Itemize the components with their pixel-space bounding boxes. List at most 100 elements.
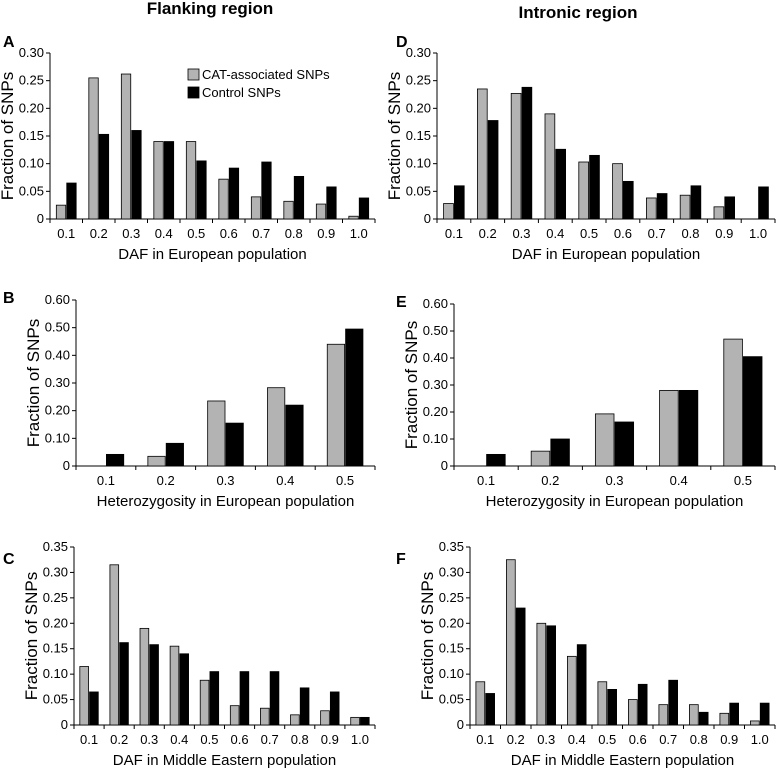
legend-swatch-cat [187, 68, 200, 81]
control-bar-f [637, 683, 648, 726]
y-tick-label-f: 0.35 [439, 539, 464, 554]
y-tick-label-e: 0 [441, 458, 448, 473]
cat-bar-e [594, 413, 615, 467]
control-bar-a [228, 167, 240, 220]
y-tick-label-c: 0.05 [43, 692, 68, 707]
control-bar-d [758, 186, 769, 220]
control-bar-e [678, 389, 699, 467]
y-tick-label-f: 0.30 [439, 564, 464, 579]
y-tick-label-d: 0.30 [406, 45, 431, 60]
cat-bar-e [659, 389, 679, 467]
cat-bar-a [55, 204, 67, 220]
control-bar-b [225, 422, 244, 467]
control-bar-c [360, 716, 370, 726]
y-tick-label-f: 0 [457, 717, 464, 732]
control-bar-e [614, 421, 635, 467]
y-tick-label-c: 0.30 [43, 564, 68, 579]
panel-b: B Fraction of SNPs 0 0.10 0.20 0.30 0.40 0.50 0.… [3, 290, 376, 510]
x-tick-label-a: 1.0 [350, 226, 368, 241]
control-bar-a [163, 141, 175, 220]
y-tick-label-d: 0.10 [406, 156, 431, 171]
cat-bar-f [658, 704, 669, 726]
x-tick-label-a: 0.2 [90, 226, 108, 241]
x-tick-label-c: 0.5 [200, 732, 218, 747]
control-bar-a [196, 160, 207, 220]
cat-bar-f [567, 655, 577, 726]
x-axis-label-d: DAF in European population [512, 246, 700, 263]
y-tick-label-f: 0.05 [439, 692, 464, 707]
cat-bar-d [510, 92, 522, 220]
y-tick-label-e: 0.10 [423, 431, 448, 446]
y-tick-label-e: 0.60 [423, 296, 448, 311]
control-bar-d [521, 86, 533, 220]
panel-d: D Fraction of SNPs 0 0.05 0.10 0.15 0.20 0.25 0.… [385, 34, 776, 263]
panel-a: A Fraction of SNPs 0 0.05 0.10 0.15 0.20 0.25 0.… [0, 34, 376, 263]
x-tick-label-a: 0.6 [220, 226, 238, 241]
y-tick-label-f: 0.20 [439, 615, 464, 630]
x-tick-label-f: 1.0 [751, 732, 769, 747]
x-tick-label-e: 0.2 [541, 473, 559, 488]
y-tick-label-a: 0.20 [19, 100, 44, 115]
y-tick-label-a: 0.25 [19, 73, 44, 88]
y-axis-label-e: Fraction of SNPs [402, 321, 421, 450]
cat-bar-c [290, 714, 300, 726]
cat-bar-d [645, 197, 657, 220]
cat-bar-c [79, 666, 89, 726]
cat-bar-f [597, 681, 608, 726]
x-tick-label-a: 0.3 [122, 226, 140, 241]
x-tick-label-f: 0.6 [629, 732, 647, 747]
y-tick-label-c: 0.20 [43, 615, 68, 630]
cat-bar-a [283, 200, 294, 220]
y-tick-label-a: 0.15 [19, 128, 44, 143]
column-title-flanking: Flanking region [147, 0, 274, 18]
control-bar-a [326, 186, 337, 220]
column-title-intronic: Intronic region [519, 3, 638, 22]
cat-bar-b [326, 343, 345, 467]
x-axis-label-c: DAF in Middle Eastern population [113, 752, 336, 769]
panel-letter-b: B [3, 290, 15, 307]
cat-bar-d [612, 163, 623, 220]
control-bar-b [285, 404, 304, 467]
control-bar-d [690, 185, 702, 220]
x-tick-label-c: 0.4 [170, 732, 188, 747]
x-tick-label-c: 0.2 [110, 732, 128, 747]
x-tick-label-c: 0.6 [231, 732, 249, 747]
x-tick-label-d: 0.4 [546, 226, 564, 241]
control-bar-a [131, 130, 142, 220]
y-tick-label-a: 0.10 [19, 156, 44, 171]
y-tick-label-f: 0.25 [439, 590, 464, 605]
cat-bar-a [88, 77, 99, 220]
cat-bar-a [120, 73, 132, 220]
cat-bar-c [139, 627, 150, 726]
panel-c: C Fraction of SNPs 0 0.05 0.10 0.15 0.20 0.25 0.… [3, 539, 376, 769]
x-tick-label-e: 0.3 [605, 473, 623, 488]
control-bar-f [668, 679, 678, 726]
control-bar-c [89, 691, 99, 726]
cat-bar-e [723, 338, 743, 467]
x-axis-label-f: DAF in Middle Eastern population [511, 752, 734, 769]
y-tick-label-d: 0.15 [406, 128, 431, 143]
x-tick-label-a: 0.1 [57, 226, 75, 241]
control-bar-f [576, 644, 587, 726]
y-tick-label-b: 0.60 [45, 292, 70, 307]
cat-bar-c [350, 716, 360, 726]
control-bar-f [546, 625, 556, 726]
x-tick-label-d: 0.3 [512, 226, 530, 241]
y-axis-label-b: Fraction of SNPs [24, 319, 43, 448]
cat-bar-f [750, 720, 760, 726]
y-tick-label-d: 0.20 [406, 100, 431, 115]
y-tick-label-c: 0.15 [43, 641, 68, 656]
x-tick-label-a: 0.7 [252, 226, 270, 241]
cat-bar-d [544, 113, 556, 220]
control-bar-a [261, 161, 272, 220]
control-bar-c [329, 691, 340, 726]
x-tick-label-c: 0.8 [291, 732, 309, 747]
x-tick-label-f: 0.5 [598, 732, 616, 747]
x-tick-label-d: 0.6 [614, 226, 632, 241]
control-bar-c [239, 671, 250, 726]
cat-bar-c [169, 645, 180, 726]
y-tick-label-d: 0.05 [406, 183, 431, 198]
cat-bar-d [578, 161, 589, 220]
y-tick-label-c: 0.25 [43, 590, 68, 605]
